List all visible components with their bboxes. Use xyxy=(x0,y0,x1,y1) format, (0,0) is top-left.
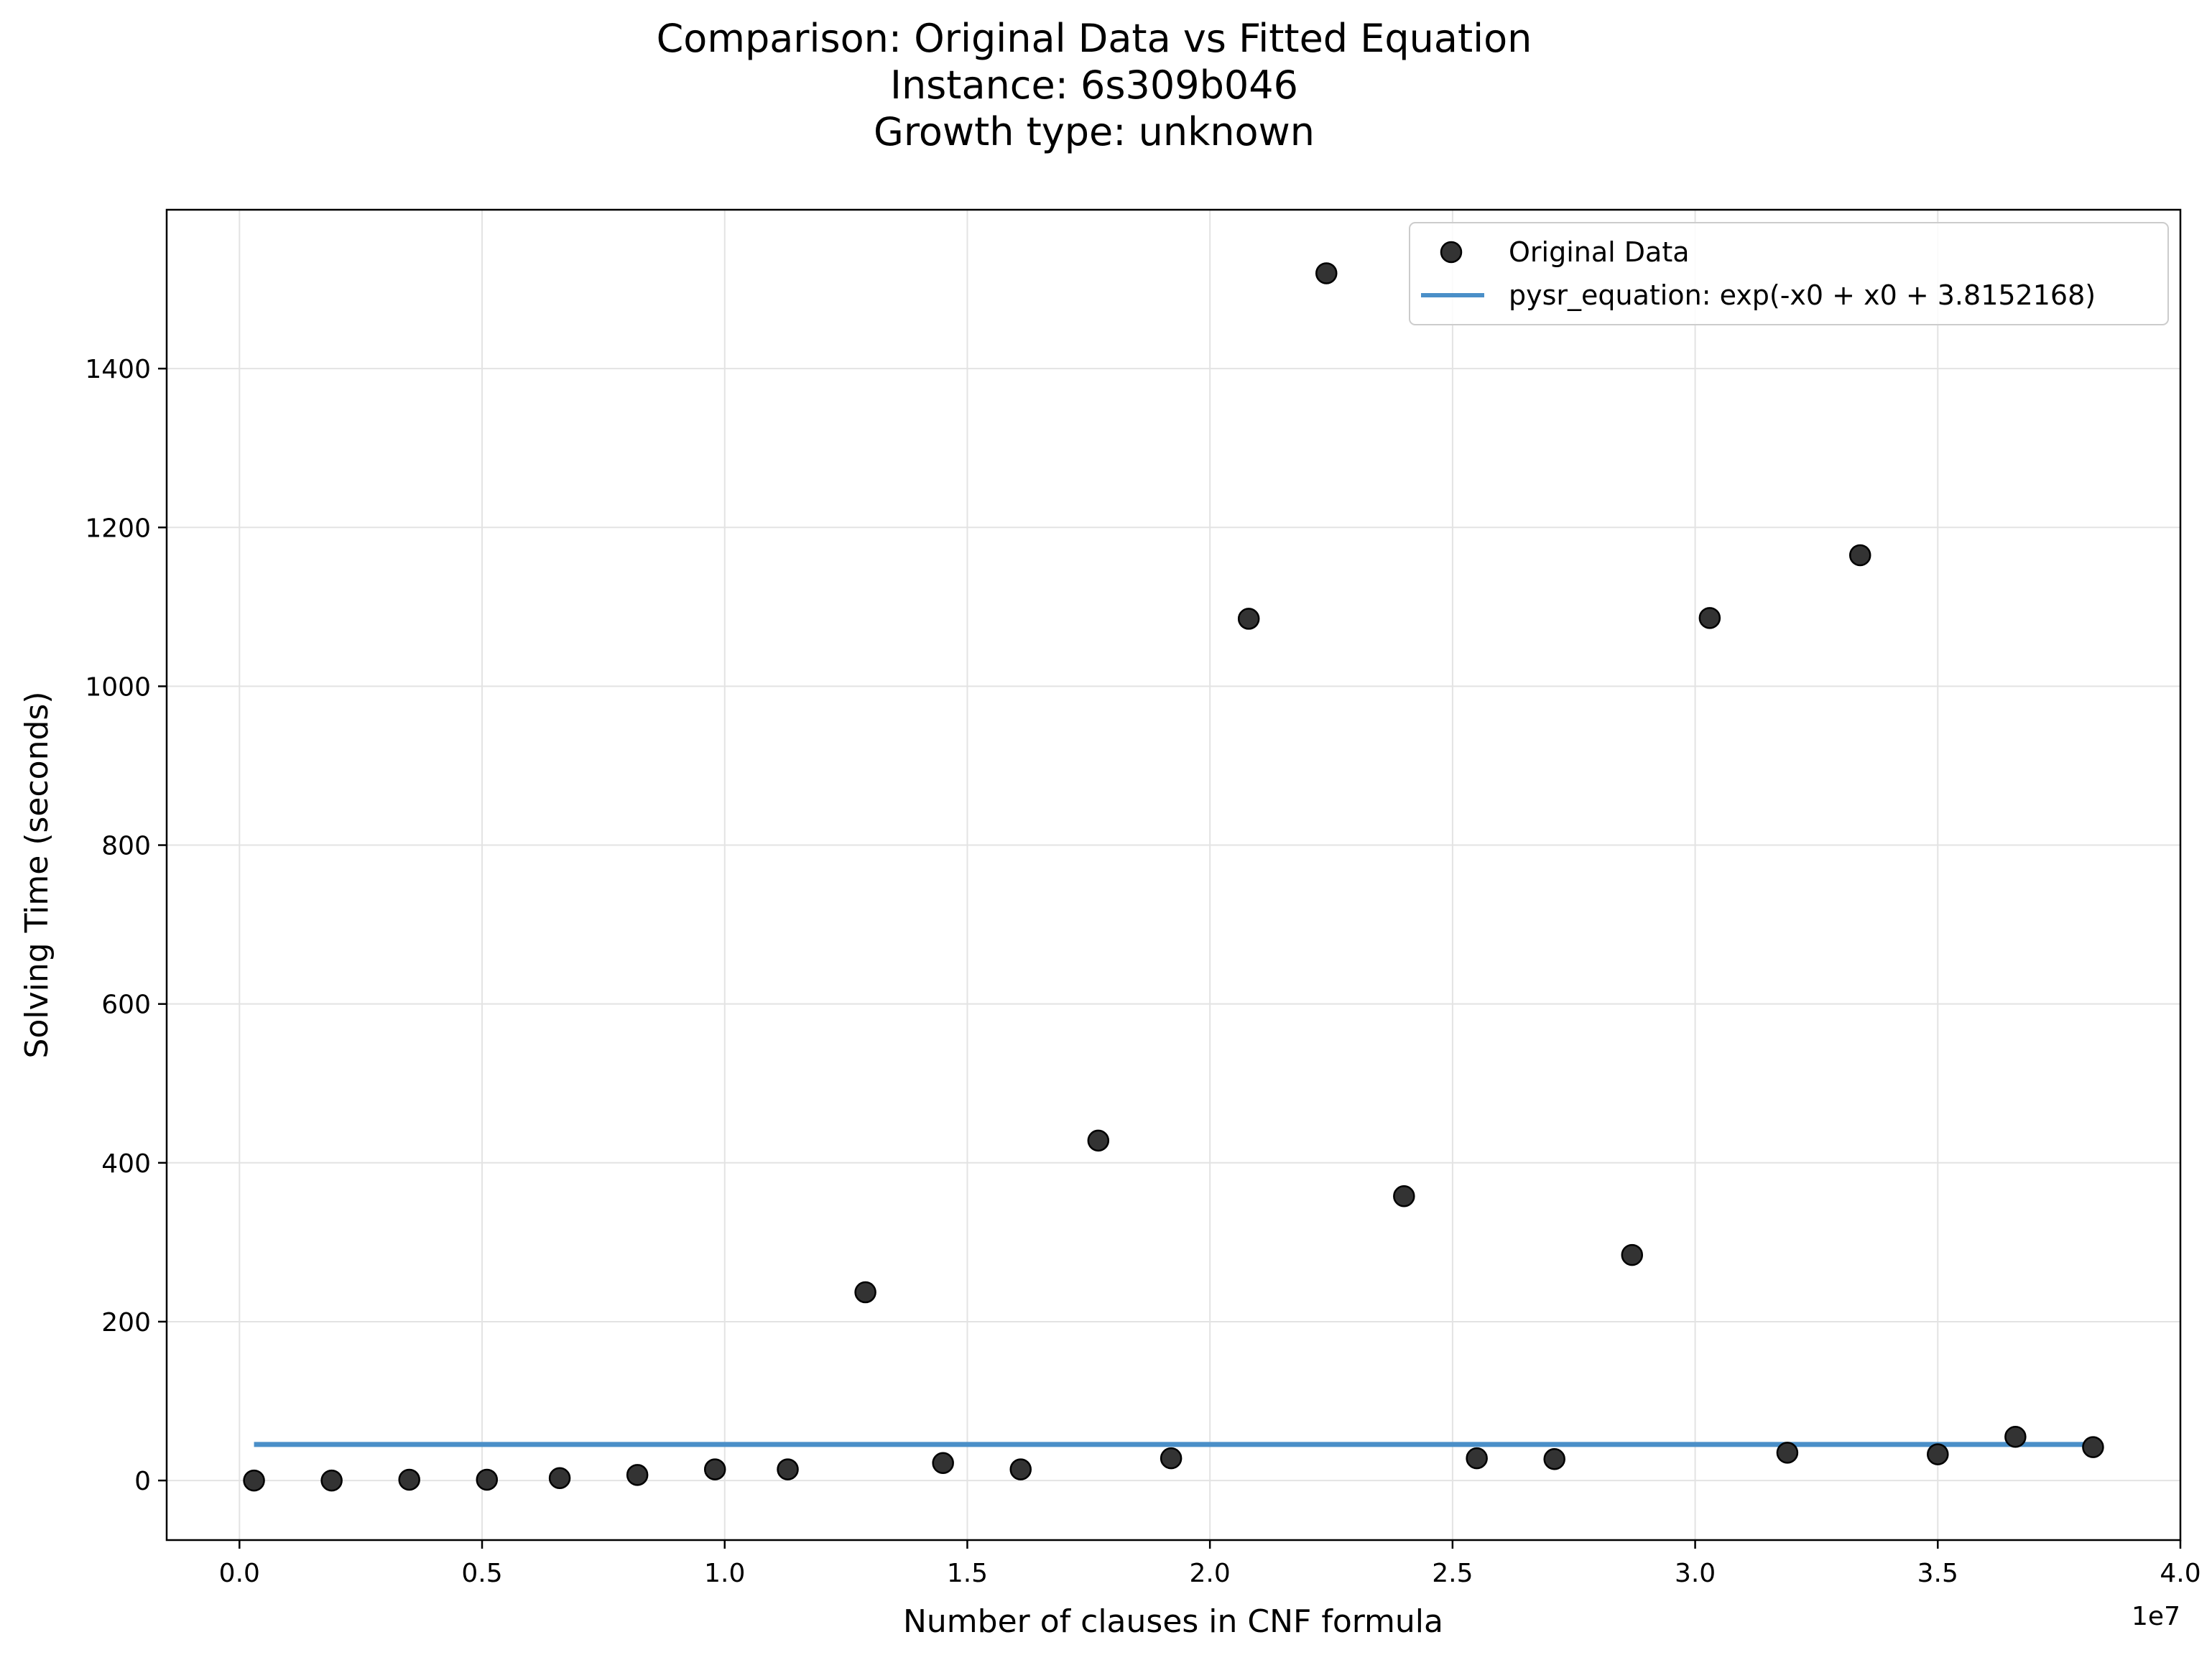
x-tick-label: 2.5 xyxy=(1432,1559,1473,1588)
data-point xyxy=(398,1468,420,1491)
title-line-3: Growth type: unknown xyxy=(874,109,1315,154)
y-axis-label: Solving Time (seconds) xyxy=(19,692,55,1059)
title-line-2: Instance: 6s309b046 xyxy=(890,62,1298,108)
x-tick-label: 1.0 xyxy=(704,1559,745,1588)
legend-label-pysr-equation: pysr_equation: exp(-x0 + x0 + 3.8152168) xyxy=(1509,279,2096,311)
data-point xyxy=(1927,1443,1949,1465)
data-point xyxy=(932,1452,954,1474)
data-point xyxy=(548,1467,571,1490)
y-tick-label: 1000 xyxy=(85,672,151,702)
x-tick-label: 1.5 xyxy=(947,1559,988,1588)
data-point xyxy=(703,1458,726,1480)
data-point xyxy=(320,1469,343,1492)
title-line-1: Comparison: Original Data vs Fitted Equa… xyxy=(657,16,1532,61)
data-point xyxy=(1543,1447,1565,1470)
data-point xyxy=(626,1464,649,1486)
legend-marker-original-data xyxy=(1440,241,1463,264)
data-point xyxy=(1237,608,1260,630)
data-point xyxy=(1776,1442,1799,1464)
data-point xyxy=(243,1469,265,1492)
data-point xyxy=(476,1468,499,1491)
x-tick-label: 3.0 xyxy=(1675,1559,1716,1588)
data-point xyxy=(1621,1243,1644,1266)
data-point xyxy=(2082,1436,2104,1458)
data-point xyxy=(1087,1129,1110,1152)
data-point xyxy=(777,1458,799,1480)
plot-frame xyxy=(165,208,2182,1542)
legend: Original Data pysr_equation: exp(-x0 + x… xyxy=(1409,222,2169,325)
legend-box xyxy=(1409,222,2169,325)
y-tick-label: 600 xyxy=(101,991,151,1020)
x-tick-label: 0.5 xyxy=(461,1559,502,1588)
legend-label-original-data: Original Data xyxy=(1509,236,1690,268)
x-axis-label: Number of clauses in CNF formula xyxy=(903,1603,1443,1640)
y-tick-label: 200 xyxy=(101,1308,151,1338)
x-tick-label: 0.0 xyxy=(219,1559,260,1588)
chart-title: Comparison: Original Data vs Fitted Equa… xyxy=(657,16,1532,154)
data-point xyxy=(1160,1447,1183,1470)
data-point xyxy=(1848,544,1871,567)
axis-ticks: 0.0 0.5 1.0 1.5 2.0 2.5 3.0 3.5 4.0 0 200 400 600 800… xyxy=(85,355,2201,1588)
y-tick-label: 400 xyxy=(101,1149,151,1179)
x-tick-label: 4.0 xyxy=(2160,1559,2201,1588)
y-tick-label: 800 xyxy=(101,832,151,861)
y-tick-label: 0 xyxy=(134,1467,151,1496)
data-point xyxy=(1393,1185,1415,1207)
grid xyxy=(167,210,2181,1540)
data-point xyxy=(1698,607,1721,629)
x-tick-label: 2.0 xyxy=(1190,1559,1231,1588)
plot-series xyxy=(243,262,2104,1492)
data-point xyxy=(1009,1458,1032,1480)
data-point xyxy=(2004,1426,2027,1448)
y-tick-label: 1200 xyxy=(85,514,151,543)
data-point xyxy=(1466,1447,1488,1470)
data-point xyxy=(854,1281,876,1304)
x-offset-label: 1e7 xyxy=(2132,1602,2180,1631)
data-point xyxy=(1315,262,1338,284)
x-tick-label: 3.5 xyxy=(1917,1559,1958,1588)
y-tick-label: 1400 xyxy=(85,355,151,384)
